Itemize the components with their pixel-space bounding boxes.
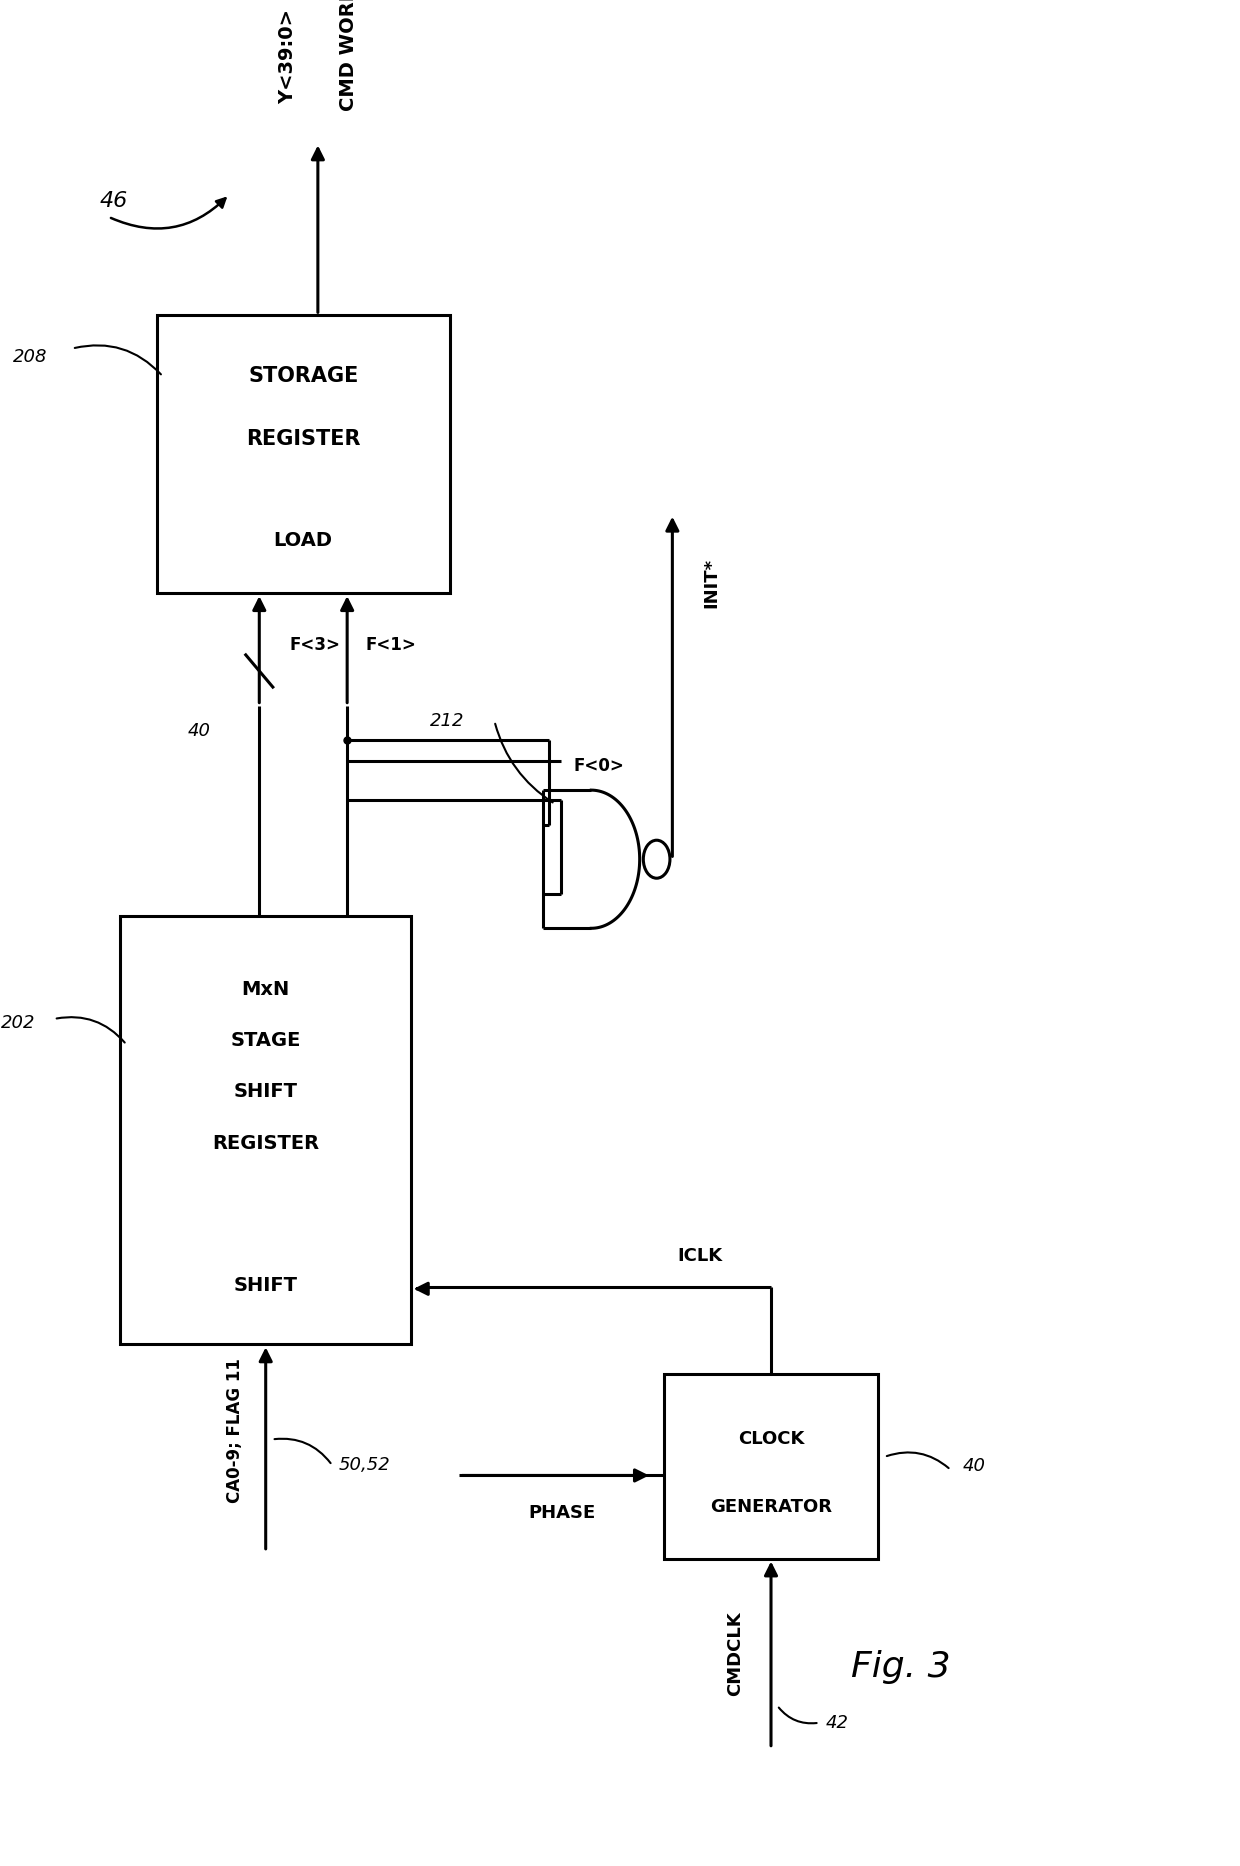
Text: SHIFT: SHIFT — [233, 1082, 298, 1101]
Text: CMDCLK: CMDCLK — [725, 1610, 744, 1696]
Text: 40: 40 — [188, 722, 211, 741]
Text: INIT*: INIT* — [702, 558, 720, 608]
Text: PHASE: PHASE — [528, 1504, 595, 1523]
Text: REGISTER: REGISTER — [246, 429, 361, 450]
Text: GENERATOR: GENERATOR — [711, 1498, 832, 1515]
Text: 208: 208 — [14, 347, 48, 366]
Text: CMD WORD: CMD WORD — [339, 0, 357, 110]
Bar — [663, 1373, 878, 1558]
Bar — [156, 315, 450, 593]
Text: ICLK: ICLK — [677, 1246, 723, 1265]
Text: CLOCK: CLOCK — [738, 1429, 805, 1448]
Text: F<1>: F<1> — [366, 636, 417, 655]
Text: F<0>: F<0> — [573, 758, 624, 774]
Text: Y<39:0>: Y<39:0> — [278, 9, 298, 104]
Text: MxN: MxN — [242, 980, 290, 998]
Text: 212: 212 — [430, 713, 464, 730]
Text: LOAD: LOAD — [274, 532, 332, 550]
Circle shape — [644, 840, 670, 879]
Text: 46: 46 — [100, 190, 128, 211]
Text: STAGE: STAGE — [231, 1030, 301, 1051]
Text: 40: 40 — [962, 1457, 986, 1476]
Text: 50,52: 50,52 — [339, 1455, 391, 1474]
Text: Fig. 3: Fig. 3 — [852, 1650, 951, 1685]
Text: 42: 42 — [826, 1713, 848, 1732]
Text: SHIFT: SHIFT — [233, 1276, 298, 1295]
Bar — [120, 916, 410, 1345]
Text: STORAGE: STORAGE — [248, 366, 358, 386]
Text: REGISTER: REGISTER — [212, 1135, 319, 1153]
Text: F<3>: F<3> — [290, 636, 341, 655]
Text: CA0-9; FLAG 11: CA0-9; FLAG 11 — [227, 1358, 244, 1504]
Text: 202: 202 — [1, 1015, 36, 1032]
